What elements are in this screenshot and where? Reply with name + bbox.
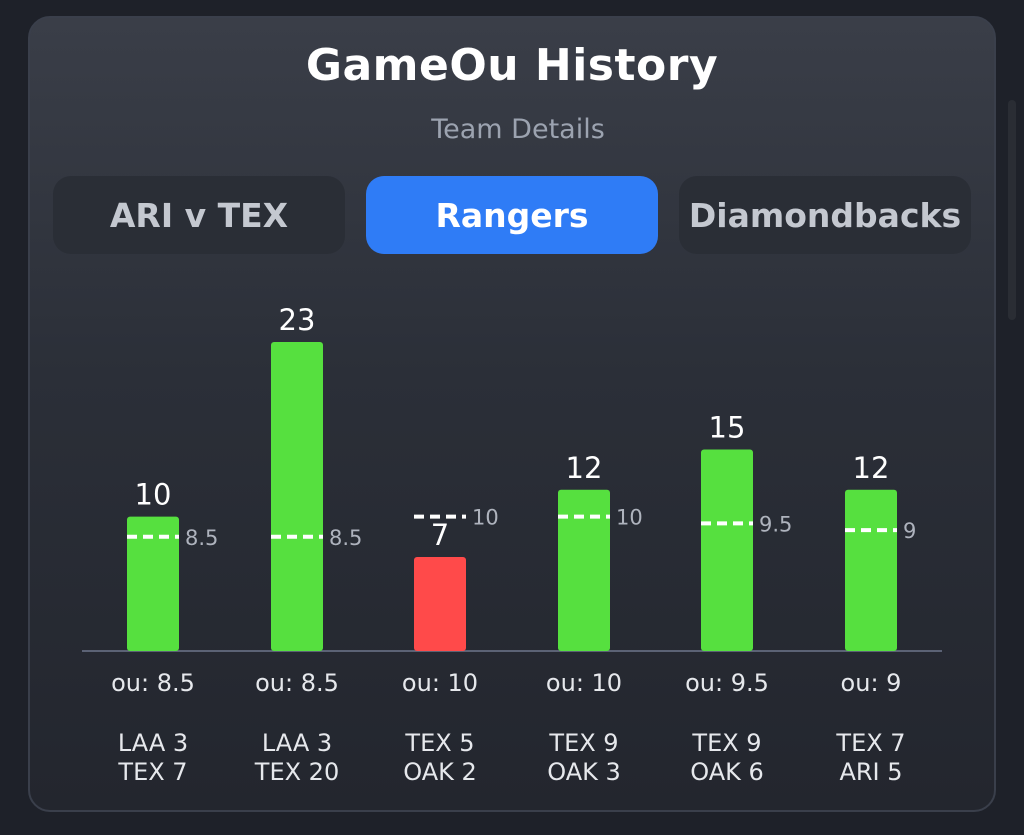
game-score-line: LAA 3 (118, 729, 188, 757)
bar-value-label: 12 (853, 451, 890, 485)
tab-matchup[interactable]: ARI v TEX (53, 176, 345, 254)
bar (845, 489, 897, 651)
bar (127, 516, 179, 651)
scrollbar[interactable] (1008, 100, 1016, 320)
bar (271, 342, 323, 651)
ou-label: ou: 9.5 (685, 669, 769, 697)
ou-line-label: 10 (472, 506, 499, 530)
game-score-line: LAA 3 (262, 729, 332, 757)
game-score-line: TEX 20 (254, 758, 339, 786)
tab-diamondbacks[interactable]: Diamondbacks (679, 176, 971, 254)
game-score-line: TEX 9 (548, 729, 618, 757)
ou-label: ou: 8.5 (255, 669, 339, 697)
game-score-line: TEX 7 (835, 729, 905, 757)
bar (414, 556, 466, 651)
bar-value-label: 12 (566, 451, 603, 485)
bar-value-label: 23 (279, 303, 316, 337)
bar (558, 489, 610, 651)
game-score-line: TEX 7 (117, 758, 187, 786)
ou-line-label: 8.5 (329, 526, 362, 550)
ou-label: ou: 10 (402, 669, 478, 697)
ou-line-label: 10 (616, 506, 643, 530)
bar-value-label: 7 (431, 518, 449, 552)
game-score-line: TEX 5 (404, 729, 474, 757)
page-subtitle: Team Details (431, 114, 605, 145)
page-title: GameOu History (305, 40, 719, 91)
bar-value-label: 10 (135, 478, 172, 512)
game-score-line: OAK 2 (403, 758, 477, 786)
game-score-line: OAK 6 (690, 758, 764, 786)
chart-card (28, 16, 996, 812)
ou-label: ou: 10 (546, 669, 622, 697)
ou-line-label: 9.5 (759, 512, 792, 536)
ou-line-label: 9 (903, 519, 916, 543)
game-score-line: OAK 3 (547, 758, 621, 786)
bar (701, 449, 753, 651)
tab-rangers[interactable]: Rangers (366, 176, 658, 254)
ou-label: ou: 8.5 (111, 669, 195, 697)
ou-line-label: 8.5 (185, 526, 218, 550)
game-score-line: TEX 9 (691, 729, 761, 757)
ou-label: ou: 9 (841, 669, 902, 697)
game-score-line: ARI 5 (839, 758, 902, 786)
bar-value-label: 15 (709, 410, 746, 444)
